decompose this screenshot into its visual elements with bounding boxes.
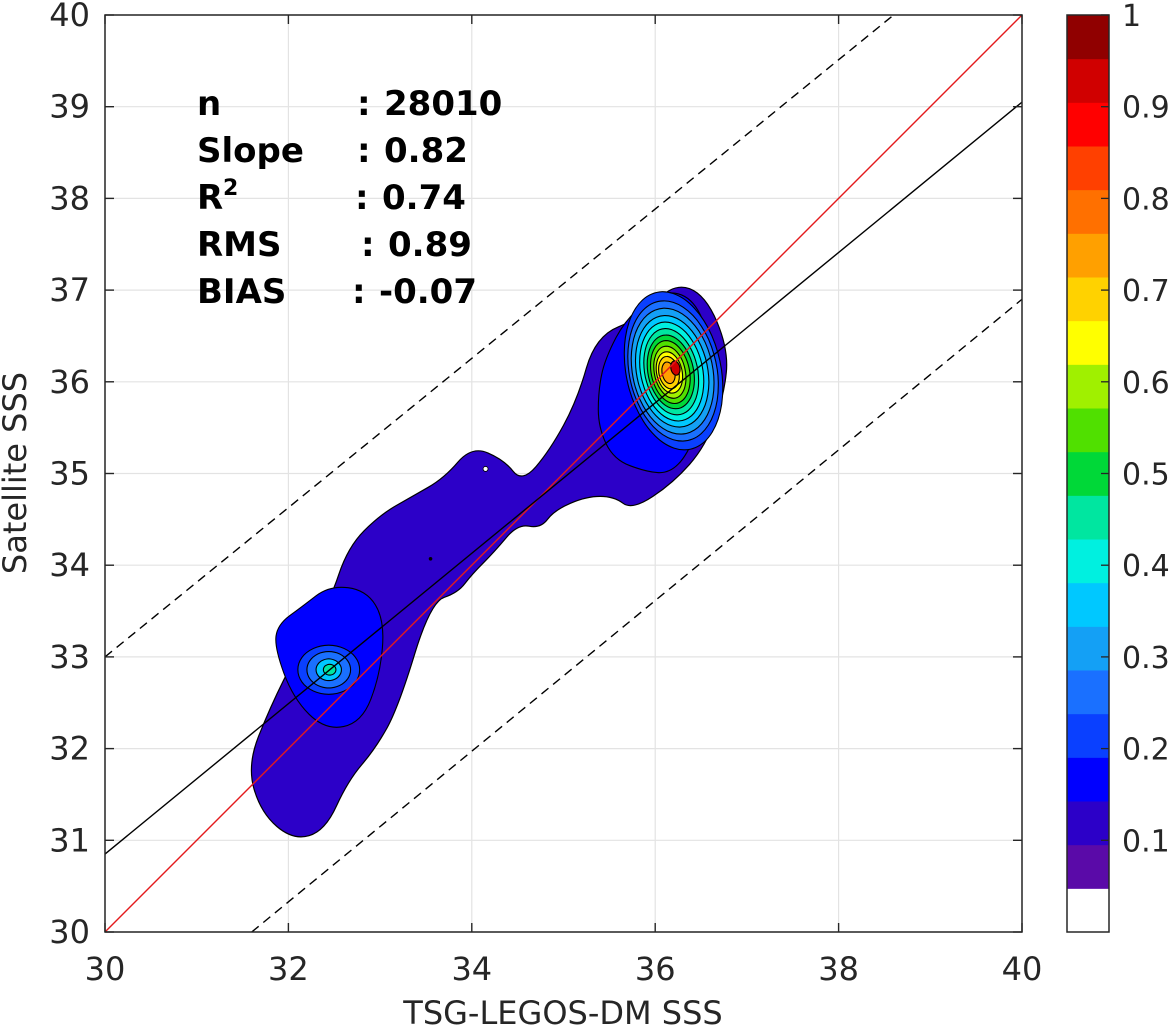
colorbar-segment [1067, 364, 1109, 409]
stat-value: 28010 [384, 84, 502, 124]
y-tick-label: 31 [49, 821, 90, 859]
stat-value: 0.89 [388, 225, 472, 265]
y-tick-label: 37 [49, 271, 90, 309]
stat-name: Slope [197, 131, 304, 171]
lower-bound-line [251, 298, 1022, 932]
stat-value: -0.07 [379, 272, 477, 312]
colorbar-segment [1067, 146, 1109, 191]
colorbar-tick-label: 0.5 [1122, 458, 1170, 493]
stat-name: R [197, 178, 223, 218]
x-axis-title: TSG-LEGOS-DM SSS [402, 994, 722, 1028]
x-tick-label: 40 [1002, 950, 1043, 988]
colorbar-segment [1067, 58, 1109, 103]
colorbar-segment [1067, 626, 1109, 671]
colorbar-tick-label: 0.6 [1122, 366, 1170, 401]
x-tick-label: 34 [451, 950, 492, 988]
x-tick-label: 38 [818, 950, 859, 988]
tick-layer: 30 32 34 36 38 40 30 31 32 33 34 35 36 37 38 39 40 [49, 0, 1042, 988]
y-tick-label: 38 [49, 179, 90, 217]
colorbar-tick-label: 0.8 [1122, 182, 1170, 217]
colorbar-segment [1067, 539, 1109, 584]
colorbar-tick-label: 1 [1122, 0, 1141, 34]
stat-name: RMS [197, 225, 282, 265]
y-tick-label: 32 [49, 730, 90, 768]
line-layer [105, 15, 1022, 932]
contour-speck [428, 556, 433, 561]
y-tick-label: 34 [49, 546, 90, 584]
y-tick-label: 40 [49, 0, 90, 34]
contour-peak-upper [670, 360, 681, 376]
regression-line [105, 101, 1022, 855]
colorbar-segment [1067, 757, 1109, 802]
stat-value: 0.74 [382, 178, 466, 218]
stat-separator: : [361, 225, 375, 265]
stat-value: 0.82 [384, 131, 468, 171]
upper-bound-line [105, 15, 895, 658]
y-tick-label: 39 [49, 88, 90, 126]
x-tick-label: 32 [268, 950, 309, 988]
y-axis-title: Satellite SSS [0, 372, 34, 574]
stat-superscript: 2 [223, 176, 238, 201]
y-tick-label: 35 [49, 455, 90, 493]
stat-separator: : [357, 131, 371, 171]
colorbar-tick-label: 0.2 [1122, 733, 1170, 768]
stat-separator: : [352, 272, 366, 312]
contour-hole [482, 466, 489, 472]
x-tick-label: 30 [85, 950, 126, 988]
stat-name: n [197, 84, 221, 124]
colorbar-segment [1067, 844, 1109, 889]
colorbar-tick-label: 0.4 [1122, 549, 1170, 584]
colorbar-segment [1067, 888, 1109, 933]
colorbar-segment [1067, 320, 1109, 365]
colorbar-segment [1067, 670, 1109, 715]
colorbar-tick-label: 0.9 [1122, 91, 1170, 126]
colorbar-tick-label: 0.3 [1122, 641, 1170, 676]
colorbar-segment [1067, 582, 1109, 627]
colorbar-segment [1067, 801, 1109, 846]
stat-separator: : [355, 178, 369, 218]
colorbar-segment [1067, 233, 1109, 278]
colorbar-tick-label: 0.7 [1122, 274, 1170, 309]
colorbar-segment [1067, 495, 1109, 540]
colorbar-segment [1067, 408, 1109, 453]
stat-separator: : [357, 84, 371, 124]
colorbar-segment [1067, 15, 1109, 60]
colorbar: 0.1 0.2 0.3 0.4 0.5 0.6 0.7 0.8 0.9 1 [1066, 0, 1170, 933]
colorbar-segment [1067, 277, 1109, 322]
stat-name: BIAS [197, 272, 286, 312]
y-tick-label: 36 [49, 363, 90, 401]
x-tick-label: 36 [635, 950, 676, 988]
y-tick-label: 33 [49, 638, 90, 676]
colorbar-tick-label: 0.1 [1122, 824, 1170, 859]
colorbar-segment [1067, 102, 1109, 147]
colorbar-segment [1067, 713, 1109, 758]
y-tick-label: 30 [49, 913, 90, 951]
one-to-one-line [105, 15, 1022, 932]
colorbar-segment [1067, 189, 1109, 234]
